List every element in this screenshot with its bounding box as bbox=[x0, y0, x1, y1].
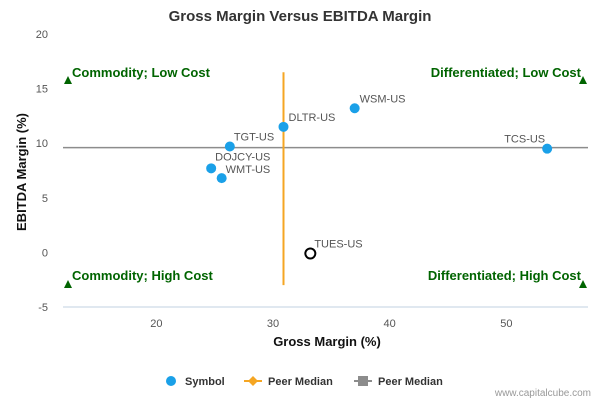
quadrant-marker-bottom-right bbox=[579, 280, 587, 288]
point-label-dltr-us: DLTR-US bbox=[289, 112, 336, 124]
quadrant-marker-bottom-left bbox=[64, 280, 72, 288]
quadrant-top-left: Commodity; Low Cost bbox=[72, 65, 211, 80]
point-dojcy-us[interactable] bbox=[206, 163, 217, 174]
credit[interactable]: www.capitalcube.com bbox=[494, 388, 591, 399]
legend-symbol-marker bbox=[166, 376, 176, 386]
quadrant-bottom-left: Commodity; High Cost bbox=[72, 268, 213, 283]
point-label-dojcy-us: DOJCY-US bbox=[215, 151, 270, 163]
quadrant-marker-top-right bbox=[579, 76, 587, 84]
y-axis-title: EBITDA Margin (%) bbox=[14, 113, 29, 231]
x-tick-label: 50 bbox=[500, 318, 512, 330]
point-tues-us[interactable] bbox=[304, 247, 317, 260]
x-axis-title: Gross Margin (%) bbox=[273, 334, 381, 349]
legend-symbol-label: Symbol bbox=[185, 376, 225, 388]
legend-item-symbol[interactable]: Symbol bbox=[166, 376, 225, 388]
y-tick-label: 20 bbox=[36, 29, 48, 41]
legend: Symbol Peer Median Peer Median bbox=[166, 376, 443, 388]
y-tick-label: 15 bbox=[36, 84, 48, 96]
point-label-tgt-us: TGT-US bbox=[234, 131, 274, 143]
point-label-wsm-us: WSM-US bbox=[360, 93, 406, 105]
legend-peer-median-label-2: Peer Median bbox=[378, 376, 443, 388]
legend-peer-median-diamond bbox=[248, 376, 258, 386]
y-tick-label: 5 bbox=[42, 193, 48, 205]
point-tcs-us[interactable] bbox=[542, 143, 553, 154]
point-wmt-us[interactable] bbox=[216, 173, 227, 184]
point-tgt-us[interactable] bbox=[224, 141, 235, 152]
quadrant-top-right: Differentiated; Low Cost bbox=[431, 65, 582, 80]
point-label-tues-us: TUES-US bbox=[314, 238, 362, 250]
peer-median-lines bbox=[63, 72, 588, 286]
point-label-tcs-us: TCS-US bbox=[504, 134, 545, 146]
y-tick-labels: -5 0 5 10 15 20 bbox=[36, 29, 48, 314]
x-tick-labels: 20 30 40 50 bbox=[150, 318, 512, 330]
legend-peer-median-square bbox=[358, 376, 368, 386]
y-tick-label: 10 bbox=[36, 138, 48, 150]
legend-peer-median-label: Peer Median bbox=[268, 376, 333, 388]
chart-title: Gross Margin Versus EBITDA Margin bbox=[169, 8, 432, 25]
quadrant-marker-top-left bbox=[64, 76, 72, 84]
x-tick-label: 30 bbox=[267, 318, 279, 330]
point-label-wmt-us: WMT-US bbox=[226, 164, 271, 176]
quadrant-markers bbox=[64, 76, 587, 288]
x-tick-label: 40 bbox=[384, 318, 396, 330]
legend-item-peer-median-vertical[interactable]: Peer Median bbox=[244, 376, 333, 388]
point-dltr-us[interactable] bbox=[278, 121, 289, 132]
quadrant-bottom-right: Differentiated; High Cost bbox=[428, 268, 582, 283]
y-tick-label: -5 bbox=[38, 302, 48, 314]
y-tick-label: 0 bbox=[42, 247, 48, 259]
point-wsm-us[interactable] bbox=[349, 103, 360, 114]
legend-item-peer-median-horizontal[interactable]: Peer Median bbox=[354, 376, 443, 388]
x-tick-label: 20 bbox=[150, 318, 162, 330]
